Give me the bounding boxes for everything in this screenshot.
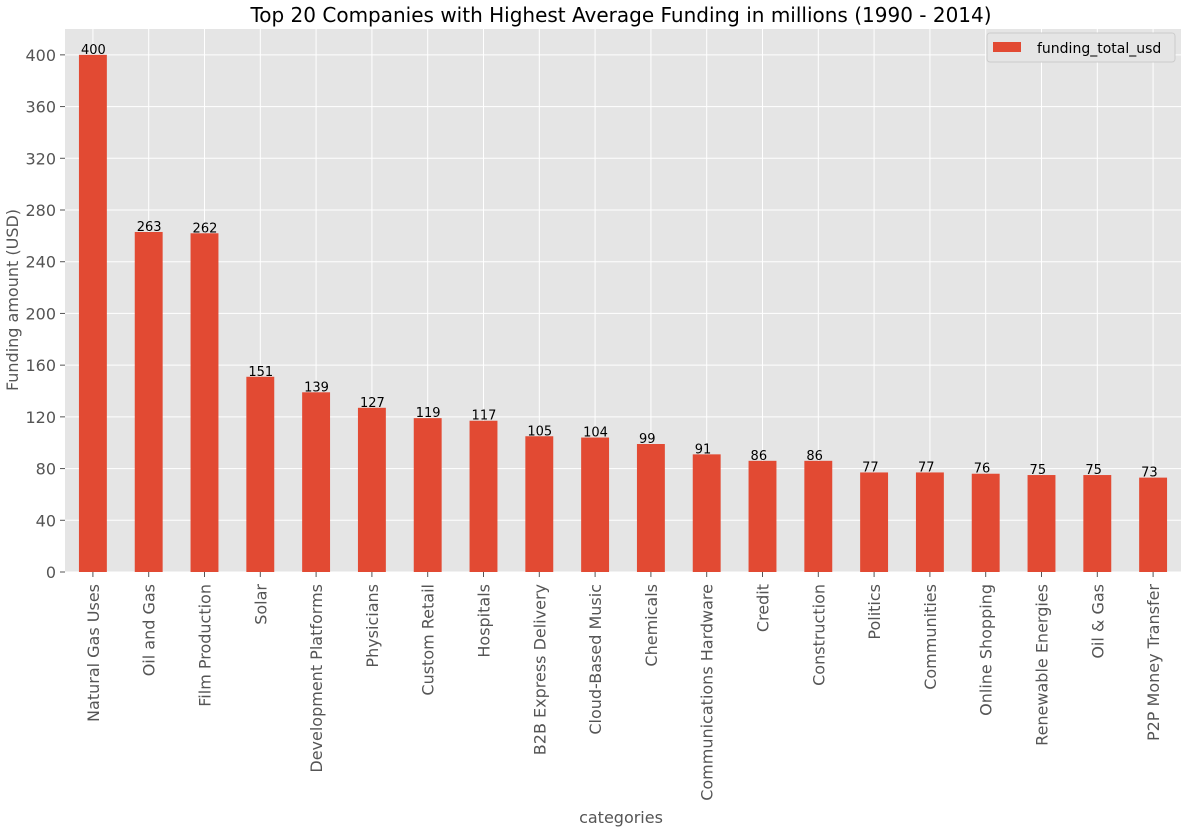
bar-value-label: 151 bbox=[248, 365, 273, 380]
x-tick-label: Cloud-Based Music bbox=[586, 584, 605, 735]
x-tick-label: Development Platforms bbox=[307, 584, 326, 773]
x-tick-label: Credit bbox=[754, 584, 773, 632]
x-tick-label: Communications Hardware bbox=[698, 584, 717, 801]
y-tick-label: 40 bbox=[36, 511, 56, 530]
legend-label: funding_total_usd bbox=[1037, 41, 1161, 57]
bar bbox=[971, 473, 1000, 572]
legend-box bbox=[986, 32, 1176, 63]
x-tick-label: B2B Express Delivery bbox=[530, 584, 549, 755]
x-tick-label: Custom Retail bbox=[419, 584, 438, 696]
bars bbox=[78, 54, 1168, 573]
y-tick-label: 0 bbox=[46, 563, 56, 582]
bar bbox=[1027, 475, 1056, 572]
x-axis-label: categories bbox=[579, 808, 663, 827]
x-tick-label: Solar bbox=[251, 584, 270, 625]
legend-swatch bbox=[993, 42, 1021, 52]
x-axis-ticks: Natural Gas Uses Oil and Gas Film Producti… bbox=[84, 572, 1163, 801]
y-tick-label: 360 bbox=[25, 98, 56, 117]
y-tick-label: 120 bbox=[25, 408, 56, 427]
y-axis-ticks: 0 40 80 120 160 200 240 280 320 360 400 bbox=[25, 46, 65, 582]
bar bbox=[246, 376, 275, 572]
bar bbox=[748, 460, 777, 572]
x-tick-label: Chemicals bbox=[642, 584, 661, 667]
bar-value-label: 86 bbox=[751, 449, 768, 464]
x-tick-label: Renewable Energies bbox=[1033, 584, 1052, 746]
y-tick-label: 160 bbox=[25, 356, 56, 375]
bar bbox=[915, 472, 944, 572]
y-tick-label: 80 bbox=[36, 460, 56, 479]
chart-title: Top 20 Companies with Highest Average Fu… bbox=[249, 3, 991, 27]
bar-value-label: 99 bbox=[639, 432, 656, 447]
bar-value-labels: 400 263 262 151 139 127 119 117 105 104 99 91 86 86 77… bbox=[81, 43, 1158, 481]
bar bbox=[636, 444, 665, 572]
bar-value-label: 104 bbox=[583, 426, 608, 441]
bar bbox=[190, 233, 219, 572]
bar bbox=[413, 418, 442, 572]
x-tick-label: Physicians bbox=[363, 584, 382, 668]
bar bbox=[692, 454, 721, 572]
bar-value-label: 73 bbox=[1141, 466, 1158, 481]
bar-value-label: 105 bbox=[527, 424, 552, 439]
bar-value-label: 86 bbox=[806, 449, 823, 464]
x-tick-label: Construction bbox=[809, 584, 828, 686]
x-tick-label: Hospitals bbox=[475, 584, 494, 658]
y-tick-label: 240 bbox=[25, 253, 56, 272]
y-tick-label: 400 bbox=[25, 46, 56, 65]
bar bbox=[78, 54, 107, 573]
bar-value-label: 75 bbox=[1030, 463, 1047, 478]
bar-value-label: 117 bbox=[472, 409, 497, 424]
bar-value-label: 262 bbox=[193, 221, 218, 236]
bar-value-label: 263 bbox=[137, 220, 162, 235]
y-axis-label: Funding amount (USD) bbox=[3, 209, 22, 391]
bar bbox=[1139, 477, 1168, 572]
bar bbox=[860, 472, 889, 572]
bar bbox=[302, 392, 331, 572]
bar bbox=[804, 460, 833, 572]
bar bbox=[357, 407, 386, 572]
x-tick-label: Oil and Gas bbox=[140, 584, 159, 676]
bar-value-label: 77 bbox=[918, 460, 935, 475]
bar-value-label: 127 bbox=[360, 396, 385, 411]
y-tick-label: 200 bbox=[25, 304, 56, 323]
bar-value-label: 77 bbox=[862, 460, 879, 475]
y-tick-label: 320 bbox=[25, 149, 56, 168]
x-tick-label: Natural Gas Uses bbox=[84, 584, 103, 722]
x-tick-label: Online Shopping bbox=[977, 584, 996, 716]
x-tick-label: Politics bbox=[865, 584, 884, 640]
bar-value-label: 400 bbox=[81, 43, 106, 58]
bar-value-label: 139 bbox=[304, 380, 329, 395]
bar bbox=[581, 437, 610, 572]
bar bbox=[469, 420, 498, 572]
bar-value-label: 91 bbox=[695, 442, 712, 457]
bar bbox=[134, 231, 163, 572]
x-tick-label: Communities bbox=[921, 584, 940, 690]
x-tick-label: Film Production bbox=[196, 584, 215, 707]
bar-value-label: 119 bbox=[416, 406, 441, 421]
x-tick-label: P2P Money Transfer bbox=[1144, 584, 1163, 741]
legend: funding_total_usd bbox=[986, 32, 1176, 63]
bar-value-label: 75 bbox=[1085, 463, 1102, 478]
plot-area bbox=[65, 29, 1181, 572]
x-tick-label: Oil & Gas bbox=[1088, 584, 1107, 659]
bar bbox=[525, 436, 554, 572]
bar-value-label: 76 bbox=[974, 462, 991, 477]
y-tick-label: 280 bbox=[25, 201, 56, 220]
bar bbox=[1083, 475, 1112, 572]
